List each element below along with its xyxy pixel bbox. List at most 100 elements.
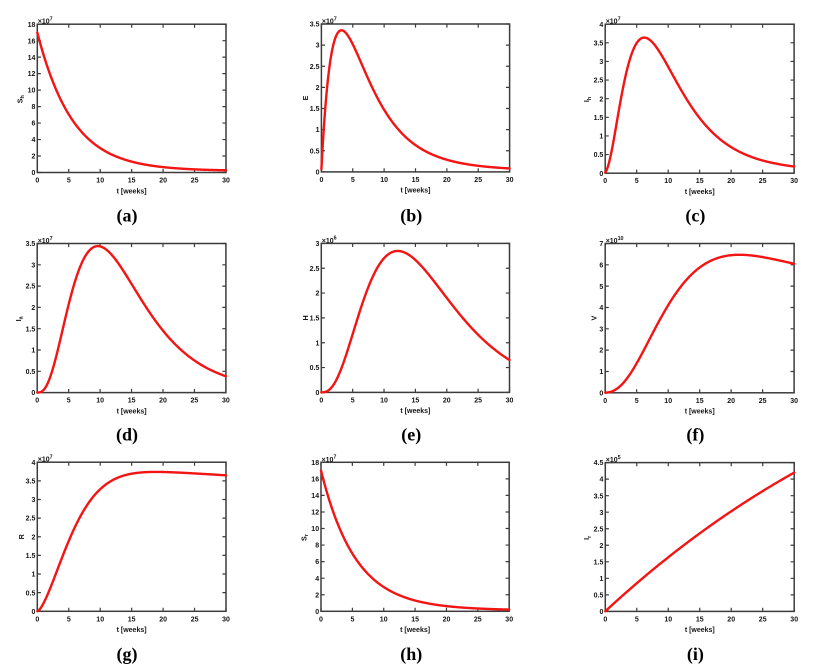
- svg-text:30: 30: [790, 398, 798, 405]
- svg-text:4: 4: [315, 576, 319, 583]
- svg-text:×107: ×107: [322, 16, 337, 25]
- svg-text:4: 4: [599, 477, 603, 484]
- svg-text:15: 15: [128, 616, 136, 623]
- svg-text:2: 2: [316, 85, 320, 92]
- svg-text:0: 0: [35, 178, 39, 185]
- svg-text:3.5: 3.5: [310, 22, 320, 29]
- svg-text:30: 30: [505, 616, 513, 623]
- svg-text:0: 0: [599, 609, 603, 616]
- svg-text:10: 10: [311, 526, 319, 533]
- svg-text:2: 2: [31, 154, 35, 161]
- svg-text:t [weeks]: t [weeks]: [685, 627, 715, 634]
- svg-text:0: 0: [31, 390, 35, 397]
- svg-text:0: 0: [315, 390, 319, 397]
- svg-text:4: 4: [599, 22, 603, 29]
- svg-text:3: 3: [599, 326, 603, 333]
- svg-text:5: 5: [67, 398, 71, 405]
- svg-text:0: 0: [319, 616, 323, 623]
- svg-text:Sh: Sh: [15, 95, 26, 103]
- svg-text:30: 30: [506, 177, 514, 184]
- svg-text:1: 1: [31, 572, 35, 579]
- svg-text:10: 10: [28, 88, 36, 95]
- svg-text:×107: ×107: [322, 455, 337, 464]
- svg-text:30: 30: [222, 178, 230, 185]
- svg-text:8: 8: [315, 543, 319, 550]
- svg-text:10: 10: [664, 398, 672, 405]
- svg-text:0: 0: [35, 616, 39, 623]
- svg-text:15: 15: [696, 398, 704, 405]
- svg-text:×106: ×106: [322, 236, 337, 245]
- svg-text:(g): (g): [117, 644, 138, 665]
- svg-text:18: 18: [311, 460, 319, 467]
- svg-text:25: 25: [759, 616, 767, 623]
- svg-text:0: 0: [599, 171, 603, 178]
- svg-text:0: 0: [319, 177, 323, 184]
- svg-text:3.5: 3.5: [594, 40, 604, 47]
- svg-text:0.5: 0.5: [26, 590, 36, 597]
- svg-text:0: 0: [603, 178, 607, 185]
- svg-text:0: 0: [35, 398, 39, 405]
- svg-text:14: 14: [28, 55, 36, 62]
- svg-text:5: 5: [350, 616, 354, 623]
- svg-text:t [weeks]: t [weeks]: [117, 188, 147, 195]
- svg-text:14: 14: [311, 493, 319, 500]
- svg-text:Ir: Ir: [582, 535, 593, 540]
- svg-text:30: 30: [790, 616, 798, 623]
- svg-text:3: 3: [31, 262, 35, 269]
- svg-text:25: 25: [474, 177, 482, 184]
- svg-text:5: 5: [67, 616, 71, 623]
- svg-text:8: 8: [31, 104, 35, 111]
- svg-text:×105: ×105: [606, 455, 621, 464]
- svg-text:3: 3: [315, 241, 319, 248]
- svg-text:5: 5: [599, 284, 603, 291]
- svg-text:1.5: 1.5: [26, 326, 36, 333]
- svg-text:5: 5: [635, 178, 639, 185]
- svg-text:2.5: 2.5: [594, 526, 604, 533]
- svg-text:25: 25: [759, 178, 767, 185]
- svg-text:2.5: 2.5: [310, 64, 320, 71]
- svg-text:10: 10: [380, 177, 388, 184]
- svg-text:1: 1: [315, 340, 319, 347]
- svg-text:20: 20: [159, 616, 167, 623]
- svg-text:1.5: 1.5: [310, 106, 320, 113]
- svg-text:30: 30: [506, 397, 514, 404]
- svg-text:×1010: ×1010: [606, 236, 624, 245]
- svg-text:3: 3: [599, 59, 603, 66]
- svg-text:12: 12: [28, 71, 36, 78]
- svg-text:5: 5: [635, 398, 639, 405]
- svg-text:(i): (i): [687, 644, 704, 665]
- svg-text:15: 15: [412, 177, 420, 184]
- svg-text:20: 20: [727, 616, 735, 623]
- svg-text:15: 15: [411, 616, 419, 623]
- svg-text:30: 30: [222, 398, 230, 405]
- svg-text:1.5: 1.5: [310, 316, 320, 323]
- svg-text:7: 7: [599, 241, 603, 248]
- svg-text:20: 20: [443, 177, 451, 184]
- svg-text:15: 15: [128, 398, 136, 405]
- svg-text:25: 25: [191, 178, 199, 185]
- svg-text:10: 10: [96, 398, 104, 405]
- svg-text:Ia: Ia: [14, 315, 25, 321]
- svg-text:25: 25: [759, 398, 767, 405]
- svg-text:5: 5: [67, 178, 71, 185]
- svg-text:4: 4: [31, 137, 35, 144]
- svg-text:0.5: 0.5: [310, 148, 320, 155]
- svg-text:×107: ×107: [606, 17, 621, 26]
- svg-text:6: 6: [315, 559, 319, 566]
- svg-text:2: 2: [599, 543, 603, 550]
- svg-text:3: 3: [599, 510, 603, 517]
- svg-text:t [weeks]: t [weeks]: [685, 189, 715, 196]
- svg-text:0: 0: [319, 397, 323, 404]
- svg-text:3.5: 3.5: [26, 241, 36, 248]
- svg-text:2: 2: [315, 291, 319, 298]
- svg-text:2: 2: [31, 534, 35, 541]
- svg-text:(e): (e): [401, 425, 421, 446]
- svg-text:5: 5: [635, 616, 639, 623]
- svg-text:0: 0: [31, 170, 35, 177]
- svg-text:2: 2: [315, 592, 319, 599]
- svg-text:2.5: 2.5: [310, 266, 320, 273]
- svg-text:6: 6: [31, 121, 35, 128]
- svg-text:0: 0: [603, 398, 607, 405]
- svg-text:15: 15: [412, 397, 420, 404]
- svg-text:E: E: [301, 95, 310, 100]
